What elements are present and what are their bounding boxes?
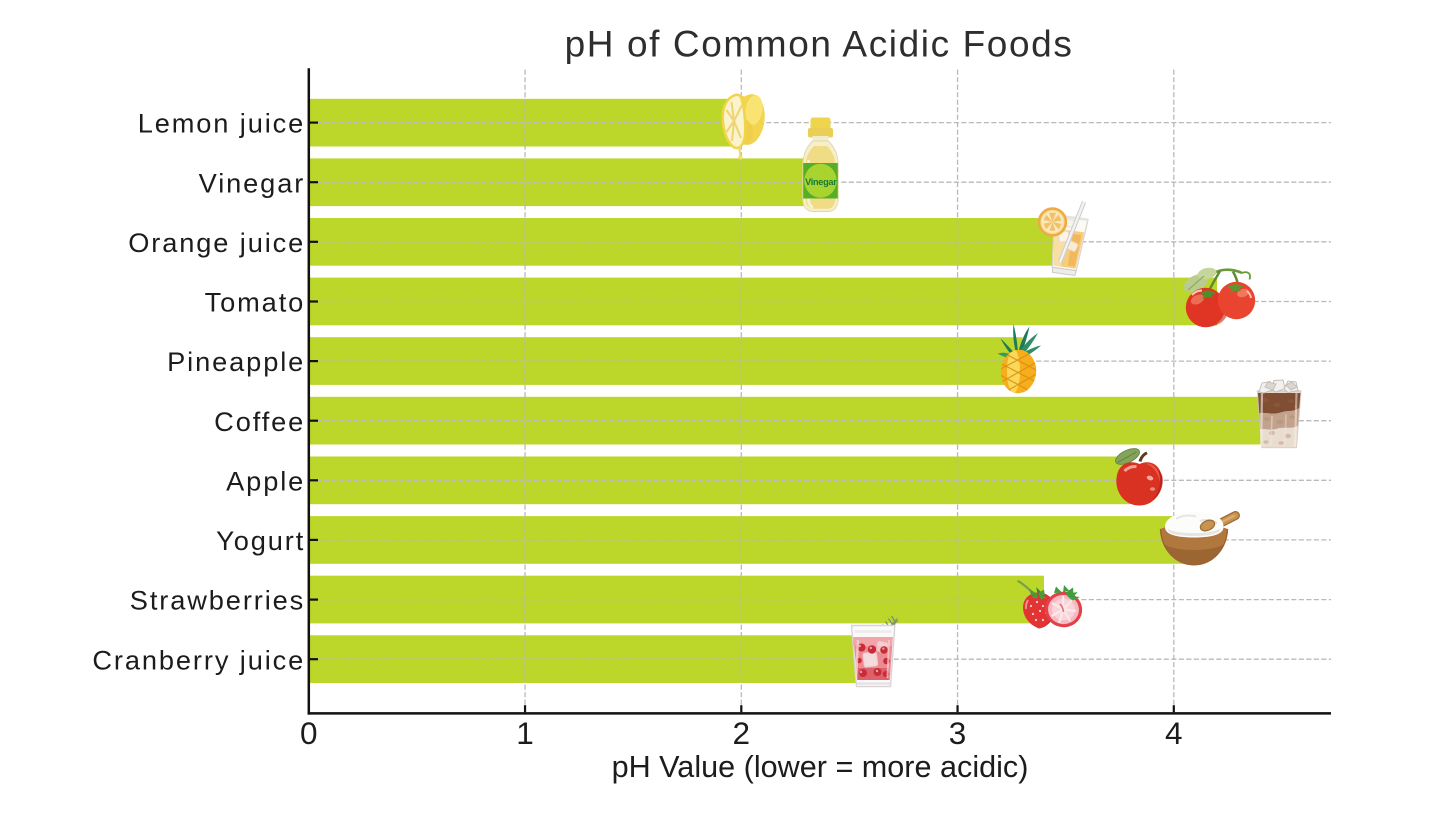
svg-text:Coffee: Coffee xyxy=(214,406,305,437)
svg-text:2: 2 xyxy=(733,715,751,751)
svg-text:Lemon juice: Lemon juice xyxy=(138,108,306,139)
svg-text:Yogurt: Yogurt xyxy=(216,525,305,556)
svg-text:Vinegar: Vinegar xyxy=(199,167,306,198)
svg-text:4: 4 xyxy=(1165,715,1183,751)
svg-text:Vinegar: Vinegar xyxy=(805,177,837,187)
svg-text:Pineapple: Pineapple xyxy=(167,346,305,377)
svg-text:pH Value (lower = more acidic): pH Value (lower = more acidic) xyxy=(612,750,1029,784)
svg-text:Tomato: Tomato xyxy=(205,287,306,318)
svg-text:Cranberry juice: Cranberry juice xyxy=(92,644,305,675)
svg-text:1: 1 xyxy=(516,715,534,751)
svg-text:pH of Common Acidic Foods: pH of Common Acidic Foods xyxy=(565,23,1074,64)
svg-text:Strawberries: Strawberries xyxy=(130,585,305,616)
svg-text:3: 3 xyxy=(949,715,967,751)
svg-text:0: 0 xyxy=(300,715,318,751)
svg-text:Apple: Apple xyxy=(226,465,305,496)
svg-text:Orange juice: Orange juice xyxy=(128,227,305,258)
